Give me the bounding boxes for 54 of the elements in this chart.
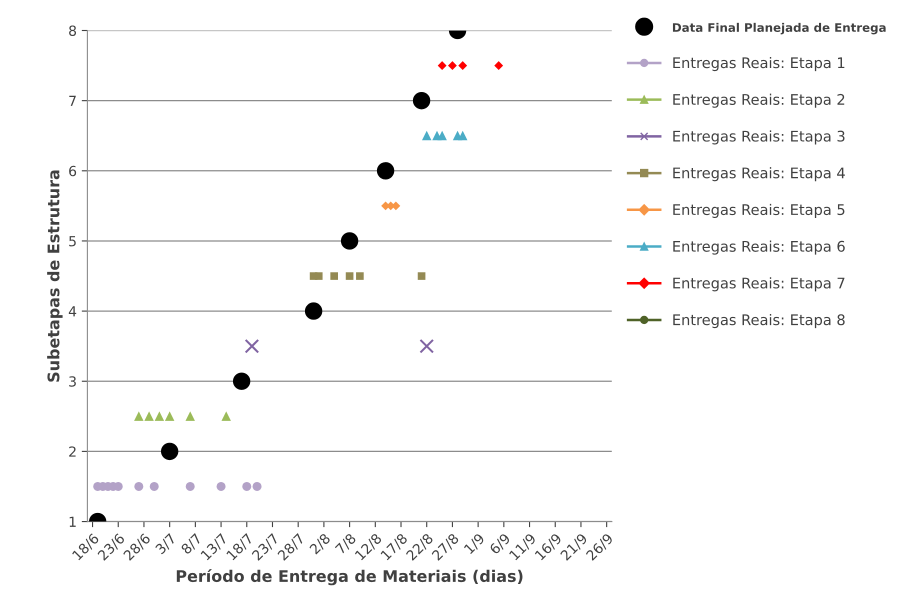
point <box>330 272 338 280</box>
point <box>232 372 250 390</box>
point <box>222 412 231 421</box>
legend-label: Entregas Reais: Etapa 4 <box>673 167 845 182</box>
y-tick-label: 2 <box>69 446 76 457</box>
point <box>422 131 432 140</box>
point <box>340 232 358 250</box>
point <box>356 272 364 280</box>
y-tick-label: 1 <box>70 516 76 527</box>
point <box>448 61 457 70</box>
point <box>376 162 394 180</box>
point <box>418 272 426 280</box>
point <box>458 131 468 140</box>
legend-label: Entregas Reais: Etapa 5 <box>673 204 844 218</box>
point <box>346 272 354 280</box>
legend-label: Entregas Reais: Etapa 6 <box>673 240 845 255</box>
x-tick-label: 1/9 <box>464 532 486 556</box>
point <box>242 482 252 491</box>
point <box>304 302 322 320</box>
point <box>314 272 323 280</box>
legend-label: Entregas Reais: Etapa 1 <box>673 56 844 72</box>
legend-label: Entregas Reais: Etapa 2 <box>673 94 844 108</box>
y-tick-label: 8 <box>69 25 76 36</box>
point <box>134 412 144 421</box>
y-tick-label: 4 <box>68 306 76 316</box>
point <box>144 412 154 421</box>
point <box>134 482 144 491</box>
point <box>186 482 195 491</box>
x-tick-label: 3/7 <box>154 532 178 556</box>
y-axis-title: Subetapas de Estrutura <box>47 170 63 382</box>
y-tick-label: 5 <box>69 236 76 246</box>
x-axis-title: Período de Entrega de Materiais (dias) <box>176 569 522 586</box>
point <box>438 61 446 70</box>
point <box>216 482 226 491</box>
point <box>150 482 159 491</box>
y-tick-label: 6 <box>69 166 76 176</box>
point <box>244 338 260 354</box>
point <box>438 131 447 140</box>
point <box>160 442 178 460</box>
legend-label: Entregas Reais: Etapa 3 <box>673 130 845 145</box>
point <box>252 482 262 491</box>
legend-label: Data Final Planejada de Entrega <box>672 22 886 34</box>
point <box>165 412 174 421</box>
legend-label: Entregas Reais: Etapa 7 <box>673 277 844 292</box>
legend-label: Entregas Reais: Etapa 8 <box>673 314 845 328</box>
point <box>186 412 195 421</box>
point <box>419 338 434 354</box>
x-tick-label: 2/8 <box>308 532 332 556</box>
point <box>412 92 430 110</box>
y-tick-label: 3 <box>69 376 76 387</box>
y-tick-label: 7 <box>69 96 76 106</box>
point <box>494 61 503 70</box>
point <box>154 412 164 421</box>
point <box>458 61 467 70</box>
